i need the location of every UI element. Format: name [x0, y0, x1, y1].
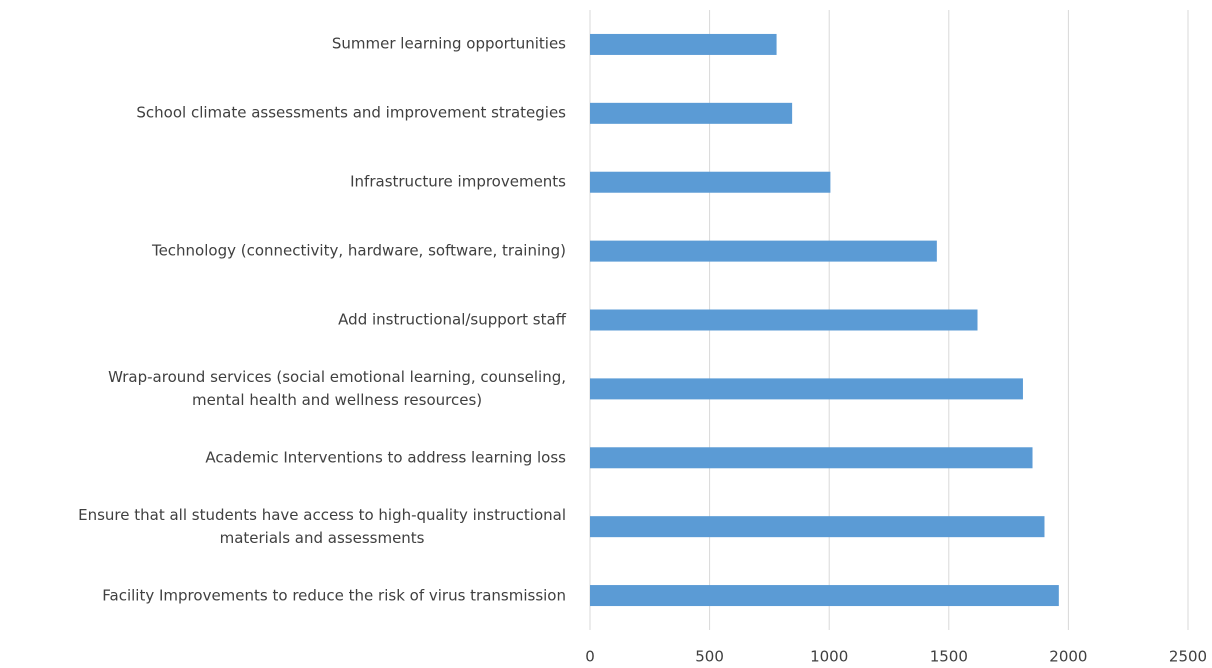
bar [590, 309, 978, 331]
y-tick-label: Facility Improvements to reduce the risk… [102, 586, 566, 605]
y-tick-label: Wrap-around services (social emotional l… [108, 367, 566, 409]
y-tick-label-box: Technology (connectivity, hardware, soft… [0, 240, 566, 263]
y-tick-label: Ensure that all students have access to … [78, 505, 566, 547]
bar [590, 240, 937, 262]
bar [590, 585, 1059, 607]
y-tick-label-box: Academic Interventions to address learni… [0, 446, 566, 469]
bar [590, 516, 1045, 538]
y-tick-label-box: Ensure that all students have access to … [0, 504, 566, 550]
bar [590, 102, 793, 124]
bar [590, 33, 777, 55]
y-tick-label: Technology (connectivity, hardware, soft… [151, 241, 566, 260]
x-tick-label: 500 [695, 648, 724, 666]
bar [590, 447, 1033, 469]
x-tick-label: 1000 [810, 648, 848, 666]
y-tick-label: Add instructional/support staff [338, 310, 566, 329]
x-tick-label: 2500 [1169, 648, 1207, 666]
x-tick-label: 1500 [930, 648, 968, 666]
y-tick-label-box: School climate assessments and improveme… [0, 102, 566, 125]
y-tick-label-box: Wrap-around services (social emotional l… [0, 366, 566, 412]
y-tick-label: Infrastructure improvements [350, 172, 566, 191]
x-tick-label: 0 [585, 648, 595, 666]
x-tick-label: 2000 [1049, 648, 1087, 666]
y-tick-label-box: Add instructional/support staff [0, 309, 566, 332]
y-tick-label: Summer learning opportunities [331, 34, 566, 53]
y-tick-label: Academic Interventions to address learni… [205, 448, 566, 467]
y-tick-label: School climate assessments and improveme… [136, 103, 566, 122]
bar [590, 378, 1023, 400]
y-tick-label-box: Facility Improvements to reduce the risk… [0, 584, 566, 607]
y-tick-label-box: Infrastructure improvements [0, 171, 566, 194]
bar [590, 171, 831, 193]
y-tick-label-box: Summer learning opportunities [0, 33, 566, 56]
